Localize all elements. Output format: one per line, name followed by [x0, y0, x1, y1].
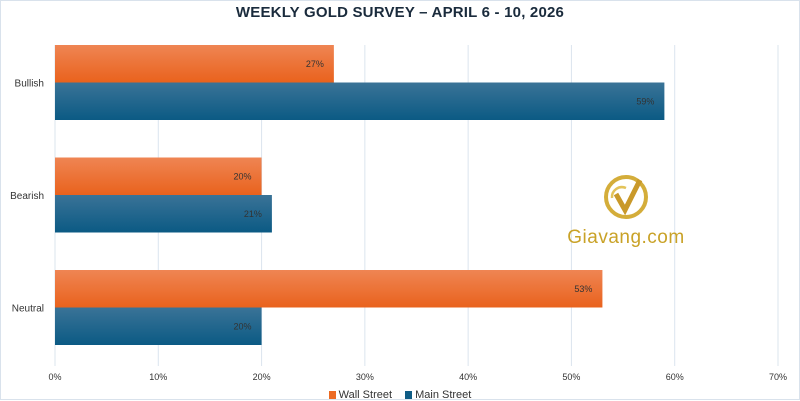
data-label: 20%	[234, 171, 252, 181]
x-tick-label: 50%	[562, 372, 580, 382]
x-tick-label: 40%	[459, 372, 477, 382]
legend-item-main-street[interactable]: Main Street	[405, 389, 471, 401]
legend-label: Wall Street	[338, 389, 393, 401]
category-label: Neutral	[12, 304, 44, 315]
bar-wall-street	[55, 270, 603, 308]
giavang-logo: Giavang.com	[556, 172, 696, 249]
x-tick-label: 20%	[253, 372, 271, 382]
data-label: 21%	[244, 209, 262, 219]
chart-title: WEEKLY GOLD SURVEY – APRIL 6 - 10, 2026	[235, 4, 565, 21]
logo-check-icon	[604, 175, 648, 219]
x-tick-label: 10%	[149, 372, 167, 382]
data-label: 27%	[306, 59, 324, 69]
legend-item-wall-street[interactable]: Wall Street	[328, 389, 393, 401]
legend-label: Main Street	[415, 389, 472, 401]
bar-main-street	[55, 82, 665, 120]
logo-text: Giavang.com	[567, 227, 685, 248]
bar-main-street	[55, 307, 262, 345]
x-tick-label: 70%	[769, 372, 787, 382]
data-label: 59%	[636, 96, 654, 106]
data-label: 20%	[234, 321, 252, 331]
legend-swatch	[405, 391, 413, 399]
x-tick-label: 60%	[666, 372, 684, 382]
legend: Wall Street Main Street	[0, 389, 800, 401]
legend-swatch	[328, 391, 336, 399]
x-tick-label: 0%	[48, 372, 61, 382]
bar-main-street	[55, 195, 272, 233]
x-tick-label: 30%	[356, 372, 374, 382]
category-label: Bearish	[10, 191, 44, 202]
category-label: Bullish	[15, 79, 44, 90]
data-label: 53%	[574, 284, 592, 294]
bar-wall-street	[55, 45, 334, 83]
bar-wall-street	[55, 157, 262, 195]
